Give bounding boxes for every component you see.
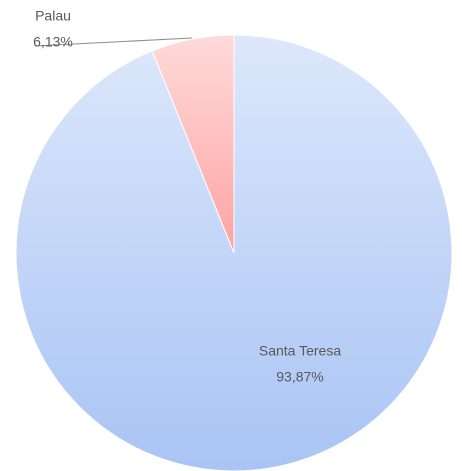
slice-shade (151, 34, 235, 254)
category-label: Palau (35, 8, 71, 24)
leader-line (34, 37, 193, 47)
category-label: Santa Teresa (259, 343, 341, 359)
value-label: 93,87% (276, 369, 323, 385)
value-label: 6,13% (33, 34, 73, 50)
